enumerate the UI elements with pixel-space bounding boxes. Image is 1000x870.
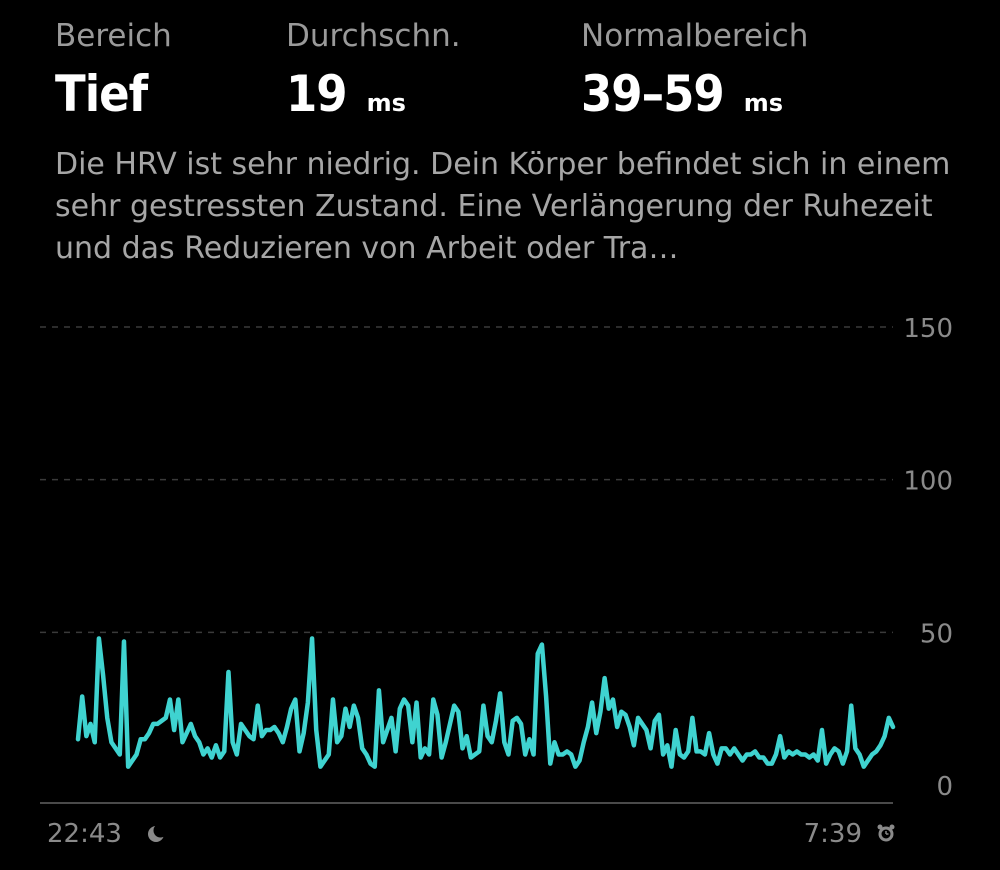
x-end-label: 7:39 <box>804 819 862 849</box>
average-value-row: 19 ms <box>286 64 461 124</box>
x-start-label: 22:43 <box>47 819 122 849</box>
y-tick-label-100: 100 <box>903 467 953 497</box>
hrv-series-line <box>75 636 896 769</box>
y-tick-label-0: 0 <box>936 772 953 802</box>
grid-layer <box>40 326 893 634</box>
average-unit: ms <box>366 89 406 117</box>
hrv-line-chart: 0 50 100 150 22:43 7:39 <box>40 314 953 849</box>
y-tick-label-50: 50 <box>920 619 953 649</box>
stat-average: Durchschn. 19 ms <box>286 14 461 124</box>
y-tick-label-150: 150 <box>903 314 953 344</box>
range-value-row: Tief <box>55 64 172 124</box>
average-label: Durchschn. <box>286 18 461 54</box>
hrv-description: Die HRV ist sehr niedrig. Dein Körper be… <box>55 147 951 266</box>
moon-icon <box>148 823 168 842</box>
range-label: Bereich <box>55 18 172 54</box>
average-value: 19 <box>286 65 348 123</box>
alarm-clock-icon <box>877 824 895 842</box>
range-value: Tief <box>55 65 148 123</box>
normal-range-label: Normalbereich <box>581 18 809 54</box>
normal-range-value: 39–59 <box>581 65 725 123</box>
hrv-chart: 0 50 100 150 22:43 7:39 <box>0 300 1000 870</box>
y-tick-labels: 0 50 100 150 <box>903 314 953 802</box>
stat-normal-range: Normalbereich 39–59 ms <box>581 14 808 124</box>
normal-range-unit: ms <box>743 89 783 117</box>
normal-range-value-row: 39–59 ms <box>581 64 808 124</box>
stat-range: Bereich Tief <box>55 14 172 124</box>
